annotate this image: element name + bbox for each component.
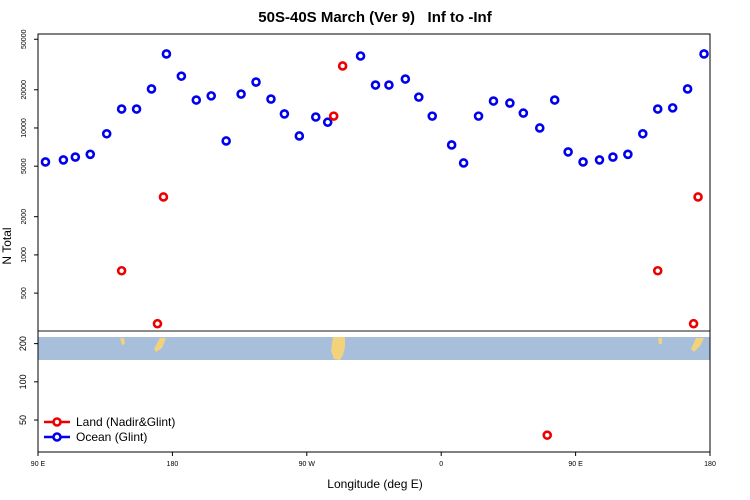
x-tick-label: 90 E xyxy=(31,461,46,468)
point xyxy=(40,157,51,167)
point xyxy=(158,192,169,202)
point xyxy=(191,95,202,105)
point xyxy=(563,147,573,157)
point xyxy=(682,84,693,94)
point xyxy=(542,430,553,440)
point xyxy=(279,109,290,119)
x-tick-label: 0 xyxy=(439,461,443,468)
legend-label: Land (Nadir&Glint) xyxy=(76,415,175,429)
point xyxy=(652,104,663,114)
point xyxy=(699,49,709,59)
point xyxy=(578,157,588,167)
point xyxy=(152,318,163,329)
point xyxy=(310,112,321,122)
plot-frame xyxy=(37,33,711,453)
x-tick-label: 90 E xyxy=(568,461,583,468)
point xyxy=(206,91,217,101)
map-strip xyxy=(38,337,710,360)
y-tick-label: 10000 xyxy=(21,118,28,138)
point xyxy=(355,51,366,61)
y-tick-label: 1000 xyxy=(21,247,28,263)
point xyxy=(328,111,339,121)
point xyxy=(688,318,699,329)
point xyxy=(505,98,515,108)
point xyxy=(667,103,678,113)
plot-area: 50 100 200 500 1000 2000 5000 10000 20000 50000 90… xyxy=(18,29,716,468)
point xyxy=(58,155,69,165)
y-axis-label: N Total xyxy=(0,227,14,264)
point xyxy=(294,131,305,141)
point xyxy=(652,265,663,276)
point xyxy=(85,149,96,160)
point xyxy=(693,192,703,202)
point xyxy=(337,61,348,71)
point xyxy=(70,152,81,162)
point xyxy=(322,117,333,128)
point xyxy=(146,84,157,94)
y-tick-label: 20000 xyxy=(21,80,28,100)
x-tick-label: 180 xyxy=(704,461,716,468)
legend-label: Ocean (Glint) xyxy=(76,430,147,444)
point xyxy=(221,136,231,146)
point xyxy=(637,128,648,139)
y-tick-label: 2000 xyxy=(21,209,28,225)
point xyxy=(427,111,438,121)
x-tick-label: 90 W xyxy=(299,461,316,468)
y-tick-label: 100 xyxy=(18,374,28,389)
point xyxy=(236,89,246,99)
point xyxy=(400,74,411,84)
point xyxy=(101,128,112,139)
point xyxy=(534,123,545,133)
point xyxy=(116,104,127,114)
x-axis-label: Longitude (deg E) xyxy=(327,477,422,491)
x-tick-label: 180 xyxy=(167,461,179,468)
point xyxy=(131,104,142,114)
point xyxy=(116,265,127,276)
point xyxy=(488,96,499,106)
chart-title: 50S-40S March (Ver 9) Inf to -Inf xyxy=(258,9,492,26)
point xyxy=(446,140,457,150)
legend-marker xyxy=(52,417,62,427)
point xyxy=(370,80,381,90)
point xyxy=(413,92,424,102)
point xyxy=(594,155,605,165)
y-tick-label: 50000 xyxy=(21,29,28,49)
point xyxy=(608,152,618,162)
point xyxy=(384,80,394,90)
y-tick-label: 50 xyxy=(18,415,28,425)
point xyxy=(266,94,276,104)
y-tick-label: 200 xyxy=(18,336,28,351)
point xyxy=(176,71,187,81)
point xyxy=(473,111,484,121)
point xyxy=(518,108,529,118)
legend-marker xyxy=(52,432,62,442)
y-tick-label: 5000 xyxy=(21,158,28,174)
point xyxy=(623,149,633,160)
point xyxy=(161,49,172,59)
point xyxy=(549,95,560,105)
point xyxy=(458,158,469,168)
point xyxy=(251,77,261,87)
y-tick-label: 500 xyxy=(21,287,28,299)
